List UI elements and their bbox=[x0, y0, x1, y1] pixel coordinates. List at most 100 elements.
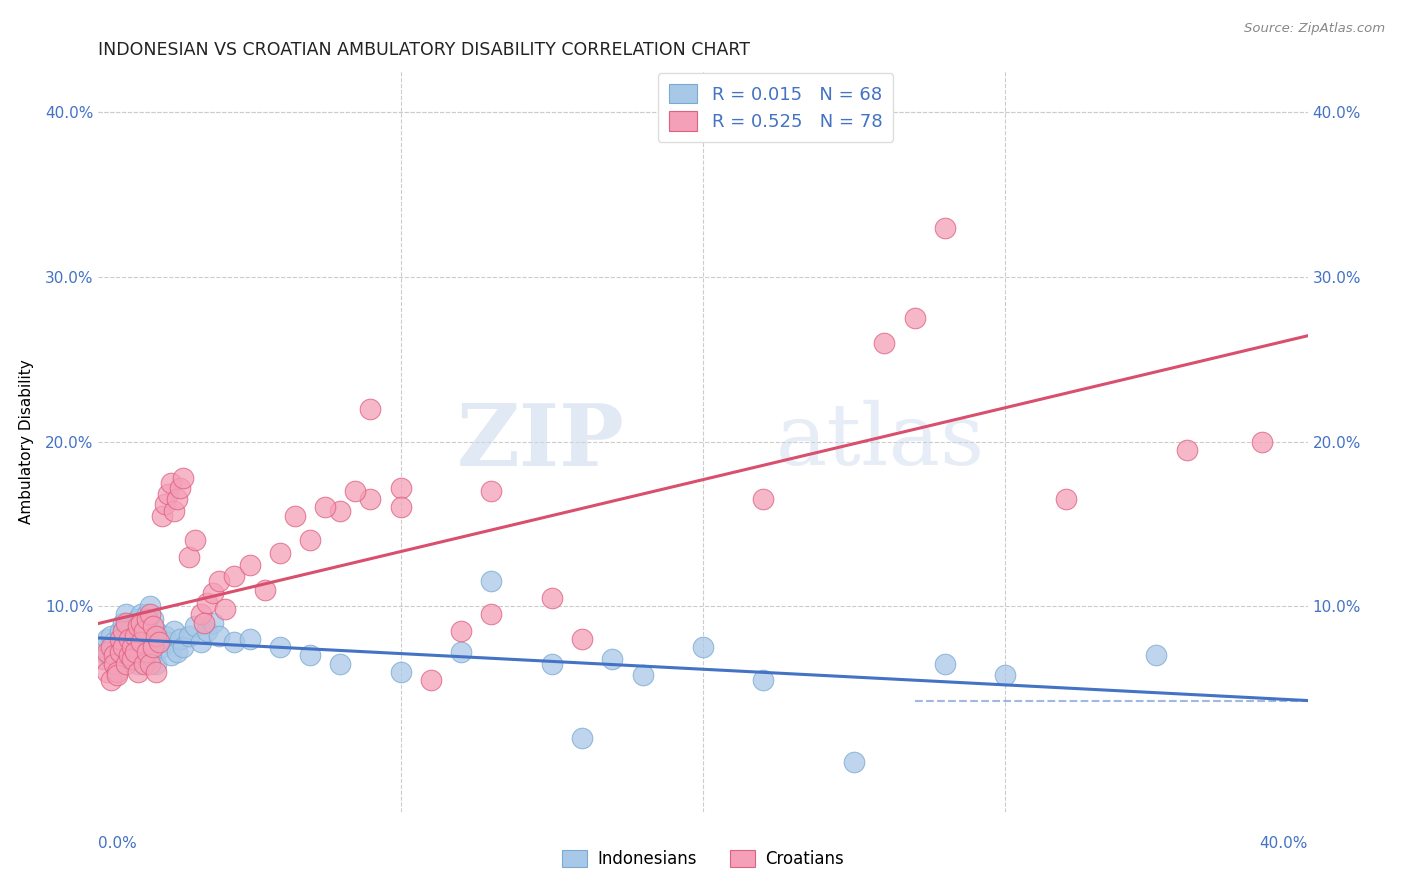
Point bbox=[124, 635, 146, 649]
Point bbox=[344, 483, 367, 498]
Point bbox=[129, 615, 152, 630]
Point bbox=[179, 629, 201, 643]
Point bbox=[481, 607, 503, 622]
Point bbox=[571, 632, 593, 646]
Point bbox=[481, 574, 503, 589]
Point bbox=[145, 665, 167, 679]
Point bbox=[752, 492, 775, 507]
Point bbox=[93, 640, 115, 655]
Point bbox=[163, 624, 186, 638]
Point bbox=[135, 612, 157, 626]
Point bbox=[314, 500, 336, 515]
Point bbox=[139, 599, 162, 613]
Point bbox=[105, 665, 128, 679]
Point bbox=[96, 665, 118, 679]
Point bbox=[142, 612, 165, 626]
Point bbox=[389, 481, 412, 495]
Point bbox=[114, 607, 136, 622]
Point bbox=[1175, 442, 1198, 457]
Point bbox=[108, 640, 131, 655]
Point bbox=[100, 673, 122, 687]
Point bbox=[269, 640, 291, 655]
Point bbox=[153, 497, 176, 511]
Point bbox=[299, 648, 322, 663]
Point bbox=[105, 665, 128, 679]
Point bbox=[118, 632, 141, 646]
Point bbox=[1251, 434, 1274, 449]
Point bbox=[114, 657, 136, 671]
Point bbox=[108, 632, 131, 646]
Point bbox=[360, 492, 382, 507]
Point bbox=[118, 648, 141, 663]
Point bbox=[111, 624, 134, 638]
Point bbox=[253, 582, 276, 597]
Point bbox=[202, 615, 225, 630]
Point bbox=[1054, 492, 1077, 507]
Y-axis label: Ambulatory Disability: Ambulatory Disability bbox=[18, 359, 34, 524]
Point bbox=[208, 574, 231, 589]
Point bbox=[1144, 648, 1167, 663]
Point bbox=[156, 635, 179, 649]
Point bbox=[904, 311, 927, 326]
Text: ZIP: ZIP bbox=[457, 400, 624, 483]
Point bbox=[934, 220, 956, 235]
Point bbox=[692, 640, 714, 655]
Point bbox=[132, 619, 155, 633]
Point bbox=[752, 673, 775, 687]
Point bbox=[360, 401, 382, 416]
Point bbox=[208, 629, 231, 643]
Point bbox=[129, 629, 152, 643]
Point bbox=[329, 657, 352, 671]
Point bbox=[108, 624, 131, 638]
Point bbox=[873, 335, 896, 350]
Point bbox=[103, 657, 125, 671]
Point bbox=[121, 645, 143, 659]
Point bbox=[195, 624, 218, 638]
Point bbox=[139, 607, 162, 622]
Point bbox=[994, 668, 1017, 682]
Point bbox=[135, 640, 157, 655]
Point bbox=[148, 632, 170, 646]
Point bbox=[100, 629, 122, 643]
Point bbox=[118, 640, 141, 655]
Point bbox=[179, 549, 201, 564]
Point bbox=[145, 624, 167, 638]
Point bbox=[111, 640, 134, 655]
Point bbox=[190, 607, 212, 622]
Text: atlas: atlas bbox=[776, 400, 984, 483]
Point bbox=[150, 508, 173, 523]
Point bbox=[420, 673, 443, 687]
Point bbox=[214, 602, 236, 616]
Text: INDONESIAN VS CROATIAN AMBULATORY DISABILITY CORRELATION CHART: INDONESIAN VS CROATIAN AMBULATORY DISABI… bbox=[98, 41, 751, 59]
Point bbox=[389, 665, 412, 679]
Point bbox=[132, 657, 155, 671]
Point bbox=[142, 635, 165, 649]
Point bbox=[103, 635, 125, 649]
Point bbox=[121, 632, 143, 646]
Point bbox=[160, 475, 183, 490]
Point bbox=[172, 640, 194, 655]
Point bbox=[184, 619, 207, 633]
Point bbox=[135, 607, 157, 622]
Point bbox=[602, 651, 624, 665]
Point bbox=[129, 635, 152, 649]
Point bbox=[121, 640, 143, 655]
Point bbox=[540, 591, 562, 605]
Point bbox=[195, 596, 218, 610]
Point bbox=[103, 657, 125, 671]
Point bbox=[202, 586, 225, 600]
Point bbox=[239, 558, 262, 572]
Point bbox=[571, 731, 593, 745]
Point bbox=[139, 657, 162, 671]
Point bbox=[124, 629, 146, 643]
Point bbox=[450, 624, 472, 638]
Point bbox=[129, 607, 152, 622]
Point bbox=[145, 657, 167, 671]
Point bbox=[934, 657, 956, 671]
Point bbox=[284, 508, 307, 523]
Point bbox=[389, 500, 412, 515]
Point bbox=[844, 756, 866, 770]
Point bbox=[239, 632, 262, 646]
Point bbox=[111, 615, 134, 630]
Point bbox=[100, 640, 122, 655]
